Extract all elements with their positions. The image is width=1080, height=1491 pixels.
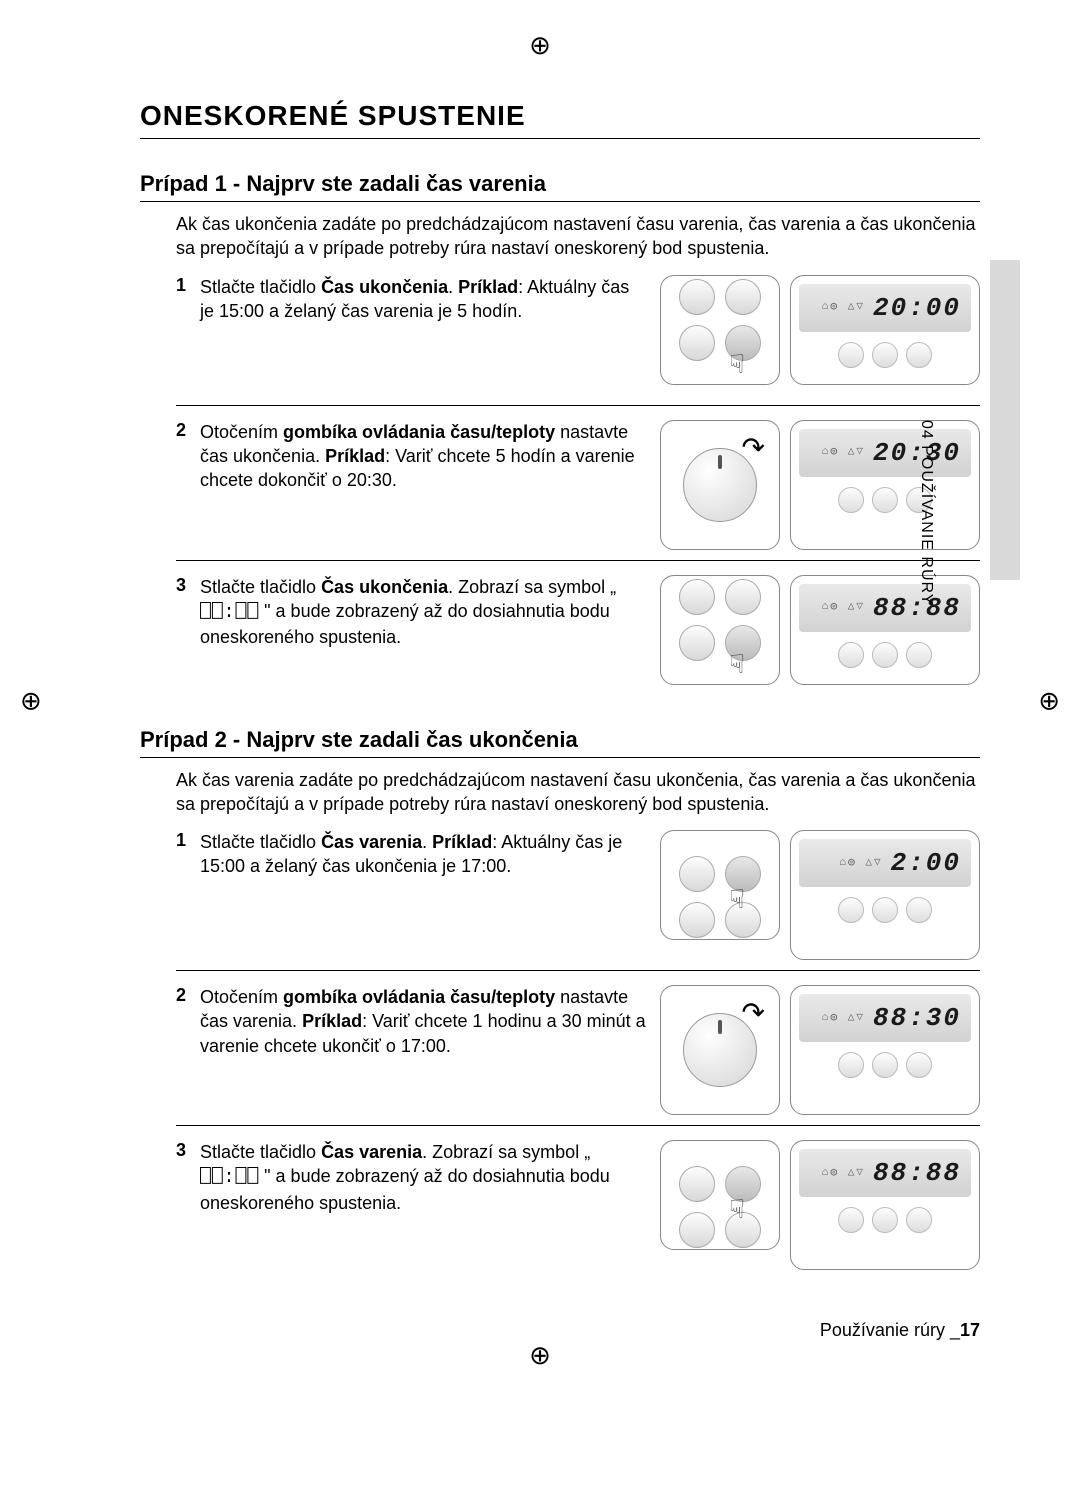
divider	[176, 1125, 980, 1126]
case1-step2: 2 Otočením gombíka ovládania času/teplot…	[176, 420, 980, 550]
display-panel-illustration: ⌂◎ △▽2:00	[790, 830, 980, 960]
page-title: ONESKORENÉ SPUSTENIE	[140, 100, 980, 139]
panel-button-icon	[679, 279, 715, 315]
divider	[176, 970, 980, 971]
case2-step2: 2 Otočením gombíka ovládania času/teplot…	[176, 985, 980, 1115]
lcd-display: ⌂◎ △▽2:00	[799, 839, 971, 887]
step-text: Stlačte tlačidlo Čas varenia. Príklad: A…	[200, 830, 660, 960]
step-text: Otočením gombíka ovládania času/teploty …	[200, 420, 660, 550]
finger-press-icon: ☟	[729, 1194, 745, 1225]
divider	[176, 405, 980, 406]
lcd-display: ⌂◎ △▽20:30	[799, 429, 971, 477]
display-panel-illustration: ⌂◎ △▽20:30	[790, 420, 980, 550]
page-footer: Používanie rúry _17	[140, 1320, 980, 1341]
crop-mark-bottom: ⊕	[529, 1340, 551, 1371]
step-text: Otočením gombíka ovládania času/teploty …	[200, 985, 660, 1115]
panel-button-icon	[725, 279, 761, 315]
panel-button-icon	[679, 1166, 715, 1202]
case1-intro: Ak čas ukončenia zadáte po predchádzajúc…	[176, 212, 980, 261]
case1-heading: Prípad 1 - Najprv ste zadali čas varenia	[140, 171, 980, 202]
panel-button-icon	[679, 1212, 715, 1248]
knob-panel-illustration: ↷	[660, 420, 780, 550]
step-number: 3	[176, 575, 200, 695]
step-number: 2	[176, 985, 200, 1115]
button-panel-illustration: ☟	[660, 1140, 780, 1250]
step-number: 1	[176, 830, 200, 960]
rotate-arrow-icon: ↷	[742, 431, 765, 464]
section-tab-label: 04 POUŽÍVANIE RÚRY	[917, 420, 935, 605]
display-panel-illustration: ⌂◎ △▽20:00	[790, 275, 980, 385]
case2-heading: Prípad 2 - Najprv ste zadali čas ukončen…	[140, 727, 980, 758]
case2-intro: Ak čas varenia zadáte po predchádzajúcom…	[176, 768, 980, 817]
panel-button-icon	[679, 625, 715, 661]
button-panel-illustration: ☟	[660, 575, 780, 685]
panel-button-icon	[679, 856, 715, 892]
case2-step1: 1 Stlačte tlačidlo Čas varenia. Príklad:…	[176, 830, 980, 960]
section-tab: 04 POUŽÍVANIE RÚRY	[990, 260, 1020, 580]
knob-panel-illustration: ↷	[660, 985, 780, 1115]
case2-step3: 3 Stlačte tlačidlo Čas varenia. Zobrazí …	[176, 1140, 980, 1270]
lcd-display: ⌂◎ △▽88:30	[799, 994, 971, 1042]
panel-button-icon	[725, 579, 761, 615]
page-content: 04 POUŽÍVANIE RÚRY ONESKORENÉ SPUSTENIE …	[0, 0, 1080, 1401]
step-text: Stlačte tlačidlo Čas ukončenia. Príklad:…	[200, 275, 660, 395]
lcd-display: ⌂◎ △▽20:00	[799, 284, 971, 332]
display-panel-illustration: ⌂◎ △▽88:88	[790, 1140, 980, 1270]
step-number: 2	[176, 420, 200, 550]
display-panel-illustration: ⌂◎ △▽88:30	[790, 985, 980, 1115]
case1-step3: 3 Stlačte tlačidlo Čas ukončenia. Zobraz…	[176, 575, 980, 695]
finger-press-icon: ☟	[729, 884, 745, 915]
divider	[176, 560, 980, 561]
finger-press-icon: ☟	[729, 349, 745, 380]
case1-step1: 1 Stlačte tlačidlo Čas ukončenia. Príkla…	[176, 275, 980, 395]
button-panel-illustration: ☟	[660, 275, 780, 385]
panel-button-icon	[679, 325, 715, 361]
step-text: Stlačte tlačidlo Čas ukončenia. Zobrazí …	[200, 575, 660, 695]
rotate-arrow-icon: ↷	[742, 996, 765, 1029]
step-number: 1	[176, 275, 200, 395]
panel-button-icon	[679, 579, 715, 615]
lcd-display: ⌂◎ △▽88:88	[799, 1149, 971, 1197]
step-text: Stlačte tlačidlo Čas varenia. Zobrazí sa…	[200, 1140, 660, 1270]
display-panel-illustration: ⌂◎ △▽88:88	[790, 575, 980, 685]
button-panel-illustration: ☟	[660, 830, 780, 940]
step-number: 3	[176, 1140, 200, 1270]
finger-press-icon: ☟	[729, 649, 745, 680]
panel-button-icon	[679, 902, 715, 938]
lcd-display: ⌂◎ △▽88:88	[799, 584, 971, 632]
